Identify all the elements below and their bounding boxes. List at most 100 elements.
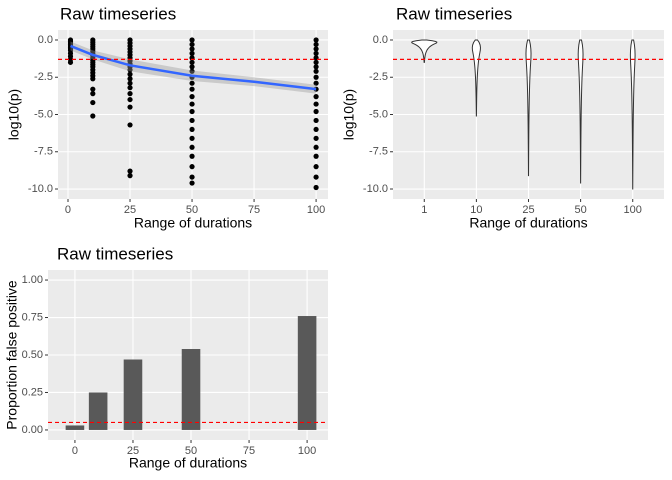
point [313,68,319,74]
point [127,85,133,91]
point [189,59,195,65]
bar [65,425,85,430]
violin [577,39,584,184]
y-tick-label: -10.0 [363,183,388,195]
y-tick-label: 0.0 [38,34,53,46]
x-tick-label: 25 [522,204,534,216]
point [313,108,319,115]
x-tick-label: 50 [574,204,586,216]
point [189,135,195,141]
bar [123,359,143,430]
bar [88,392,108,430]
x-tick-label: 50 [186,204,198,216]
point [313,184,319,191]
point [127,71,133,77]
point [189,108,195,115]
point [127,96,133,103]
point [189,50,195,56]
y-tick-label: -10.0 [28,183,53,195]
y-axis-title: Proportion false positive [4,280,20,430]
x-tick-label: 25 [127,445,139,457]
violin [410,39,438,63]
y-axis-title: log10(p) [6,89,22,140]
point [189,117,195,124]
x-tick-label: 25 [124,204,136,216]
point [313,144,319,150]
point [189,126,195,133]
point [313,50,319,56]
y-tick-label: 1.00 [22,274,43,286]
point [313,153,319,159]
point [90,86,96,92]
point [189,94,195,100]
point [189,46,195,52]
point [313,46,319,52]
x-tick-label: 10 [470,204,482,216]
point [189,174,195,180]
point [313,37,319,43]
point [313,135,319,141]
point [90,91,96,97]
chart-title: Raw timeseries [60,4,176,23]
x-axis-title: Range of durations [469,215,587,231]
y-tick-label: -2.5 [34,71,53,83]
point [127,80,133,86]
y-tick-label: -7.5 [34,146,53,158]
point [127,122,133,128]
y-tick-label: -7.5 [369,146,388,158]
smooth-line [70,44,317,91]
x-axis-title: Range of durations [134,215,252,231]
point [67,59,74,65]
x-tick-label: 75 [248,204,260,216]
x-tick-label: 50 [185,445,197,457]
point [313,174,319,180]
chart-title: Raw timeseries [396,4,512,23]
point [313,117,319,124]
point [189,86,195,92]
x-tick-label: 0 [65,204,71,216]
point [189,68,195,74]
y-axis-title: log10(p) [341,89,357,140]
point [189,180,195,186]
x-tick-label: 1 [421,204,427,216]
x-tick-label: 75 [243,445,255,457]
point [189,37,195,43]
point [313,164,319,170]
violin [629,39,636,190]
point [313,94,319,100]
y-tick-label: -5.0 [369,108,388,120]
point [127,91,133,97]
bar [297,316,317,430]
point [127,173,133,179]
point [313,126,319,133]
x-tick-label: 100 [624,204,642,216]
y-tick-label: -5.0 [34,108,53,120]
point [127,168,133,174]
point [313,64,319,70]
x-axis-title: Range of durations [129,455,247,471]
y-tick-label: 0.75 [22,311,43,323]
point [189,80,195,86]
point [90,99,96,106]
point [189,64,195,70]
y-tick-label: 0.25 [22,386,43,398]
x-tick-label: 100 [298,445,316,457]
point [189,153,195,159]
point [313,80,319,86]
point [189,164,195,170]
point [313,101,319,107]
point [313,59,319,65]
chart-title: Raw timeseries [57,244,173,263]
point [127,76,133,82]
point [127,67,133,73]
y-tick-label: -2.5 [369,71,388,83]
bar [181,349,201,430]
point [189,41,195,48]
violin [525,39,532,177]
y-tick-label: 0.00 [22,424,43,436]
point [189,144,195,150]
point [127,104,133,110]
point [90,76,96,82]
